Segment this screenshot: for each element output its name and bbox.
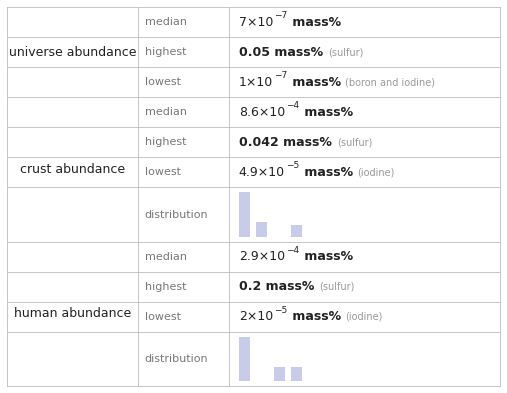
Text: human abundance: human abundance: [14, 307, 131, 320]
Text: (sulfur): (sulfur): [328, 47, 364, 57]
Text: highest: highest: [144, 282, 186, 292]
Text: distribution: distribution: [144, 354, 208, 364]
Text: lowest: lowest: [144, 167, 180, 177]
Text: lowest: lowest: [144, 312, 180, 322]
Text: 0.2 mass%: 0.2 mass%: [239, 280, 314, 293]
Text: mass%: mass%: [288, 76, 341, 89]
Text: mass%: mass%: [300, 250, 353, 263]
Text: −7: −7: [274, 71, 287, 80]
Text: −5: −5: [274, 306, 287, 315]
Text: 1×10: 1×10: [239, 76, 273, 89]
Text: (iodine): (iodine): [357, 167, 394, 177]
Bar: [239, 193, 250, 237]
Text: mass%: mass%: [288, 310, 341, 323]
Bar: [292, 367, 302, 381]
Text: highest: highest: [144, 47, 186, 57]
Text: highest: highest: [144, 138, 186, 147]
Bar: [239, 337, 250, 381]
Text: 8.6×10: 8.6×10: [239, 106, 285, 119]
Text: 7×10: 7×10: [239, 16, 273, 29]
Text: lowest: lowest: [144, 77, 180, 87]
Text: distribution: distribution: [144, 209, 208, 220]
Text: mass%: mass%: [288, 16, 341, 29]
Text: −7: −7: [274, 11, 287, 20]
Text: −4: −4: [286, 246, 299, 255]
Text: 0.042 mass%: 0.042 mass%: [239, 136, 332, 149]
Bar: [274, 367, 285, 381]
Text: 2×10: 2×10: [239, 310, 273, 323]
Text: mass%: mass%: [300, 166, 353, 179]
Text: 0.05 mass%: 0.05 mass%: [239, 46, 323, 59]
Bar: [257, 222, 267, 237]
Text: universe abundance: universe abundance: [9, 46, 136, 59]
Text: median: median: [144, 107, 187, 117]
Text: median: median: [144, 252, 187, 262]
Text: (sulfur): (sulfur): [337, 138, 372, 147]
Text: median: median: [144, 17, 187, 27]
Text: crust abundance: crust abundance: [20, 163, 125, 176]
Text: 4.9×10: 4.9×10: [239, 166, 285, 179]
Bar: [292, 225, 302, 237]
Text: −4: −4: [286, 101, 299, 110]
Text: (boron and iodine): (boron and iodine): [345, 77, 435, 87]
Text: (sulfur): (sulfur): [319, 282, 354, 292]
Text: mass%: mass%: [300, 106, 353, 119]
Text: 2.9×10: 2.9×10: [239, 250, 285, 263]
Text: (iodine): (iodine): [345, 312, 382, 322]
Text: −5: −5: [286, 162, 299, 171]
